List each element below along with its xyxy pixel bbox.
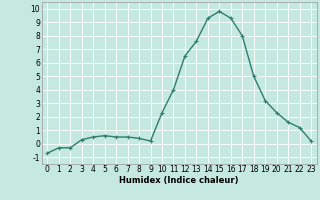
X-axis label: Humidex (Indice chaleur): Humidex (Indice chaleur) xyxy=(119,176,239,185)
